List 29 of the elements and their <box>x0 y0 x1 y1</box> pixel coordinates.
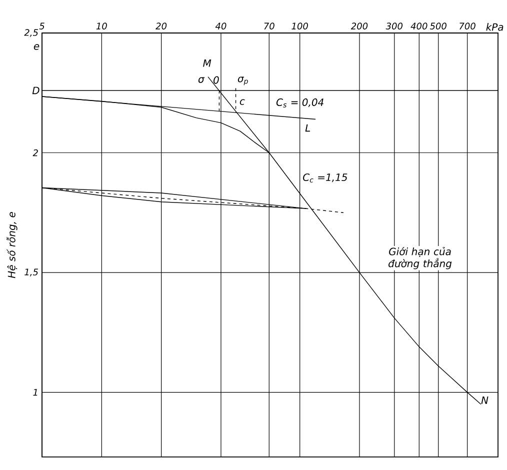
y-tick-label: 1,5 <box>24 268 38 276</box>
y-tick-label: 2,5 <box>24 29 38 37</box>
annotation: L <box>305 124 310 132</box>
y-axis-title: Hệ số rỗng, e <box>6 212 18 278</box>
x-tick-label: 100 <box>292 22 308 30</box>
x-tick-label: 20 <box>156 22 167 30</box>
annotation: σ <box>198 77 205 83</box>
x-tick-label: 5 <box>39 22 44 30</box>
annotation: 0 <box>214 76 219 84</box>
annotation: C$_{s}$ = 0,04 <box>276 98 324 108</box>
x-tick-label: 700 <box>460 22 476 30</box>
annotation: σ$_{p}$ <box>238 76 248 86</box>
x-tick-label: 300 <box>386 22 403 30</box>
x-tick-label: 400 <box>410 22 428 30</box>
x-tick-label: 200 <box>350 22 368 30</box>
annotation: c <box>240 99 245 105</box>
annotation: N <box>481 396 488 404</box>
x-axis-title: kPa <box>486 23 504 31</box>
annotation: M <box>203 59 212 67</box>
x-tick-label: 500 <box>430 22 446 30</box>
annotation: Giới hạn của đường thẳng <box>388 247 452 270</box>
ref-line-label: D <box>32 86 40 94</box>
x-tick-label: 40 <box>215 22 226 30</box>
y-tick-label: 2 <box>32 149 38 156</box>
text: e <box>34 44 40 50</box>
annotation: C$_{c}$ =1,15 <box>303 173 348 182</box>
x-tick-label: 10 <box>96 22 107 30</box>
y-tick-label: 1 <box>33 389 38 396</box>
x-tick-label: 70 <box>264 22 274 30</box>
